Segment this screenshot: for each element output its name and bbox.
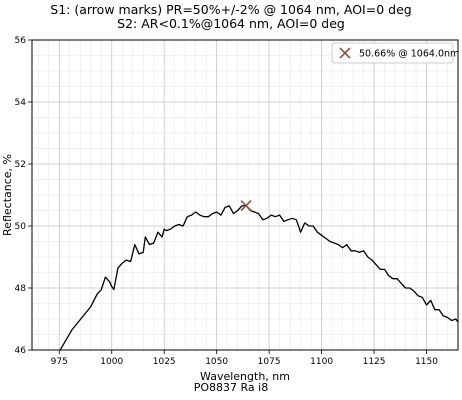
reflectance-marker-x: [240, 199, 252, 212]
x-axis-label: Wavelength, nm: [200, 370, 290, 383]
y-tick-label: 54: [15, 98, 27, 108]
chart-title-line-2: S2: AR<0.1%@1064 nm, AOI=0 deg: [117, 16, 345, 31]
series-line-0: [59, 204, 458, 350]
x-tick-label: 975: [51, 357, 68, 367]
x-axis-ticks: 975 1000 1025 1050 1075 1100 1125 1150: [51, 350, 438, 367]
y-axis-ticks: 46 48 50 52 54 56: [15, 36, 32, 356]
legend-x-marker-icon: [339, 47, 351, 59]
plot-frame: [31, 39, 459, 351]
y-tick-label: 52: [15, 160, 26, 170]
chart-title-line-1: S1: (arrow marks) PR=50%+/-2% @ 1064 nm,…: [50, 2, 412, 17]
x-tick-label: 1125: [363, 357, 386, 367]
marker-stroke: [240, 199, 252, 212]
marker-layer: [240, 199, 252, 212]
legend: 50.66% @ 1064.0nm: [331, 42, 459, 64]
y-tick-label: 46: [15, 346, 27, 356]
legend-box: [331, 42, 454, 64]
series-layer: [59, 204, 458, 350]
minor-grid: [32, 39, 459, 351]
figure-footer: PO8837 Ra i8: [193, 381, 269, 394]
y-tick-label: 56: [15, 36, 27, 46]
x-tick-label: 1050: [205, 357, 228, 367]
legend-label: 50.66% @ 1064.0nm: [359, 49, 459, 60]
x-tick-label: 1075: [258, 357, 281, 367]
x-tick-label: 1000: [100, 357, 123, 367]
x-tick-label: 1150: [415, 357, 438, 367]
y-tick-label: 50: [15, 222, 27, 232]
y-tick-label: 48: [15, 284, 27, 294]
legend-symbol-stroke: [339, 47, 351, 59]
y-axis-label: Reflectance, %: [1, 154, 14, 236]
x-tick-label: 1025: [153, 357, 176, 367]
x-tick-label: 1100: [310, 357, 333, 367]
